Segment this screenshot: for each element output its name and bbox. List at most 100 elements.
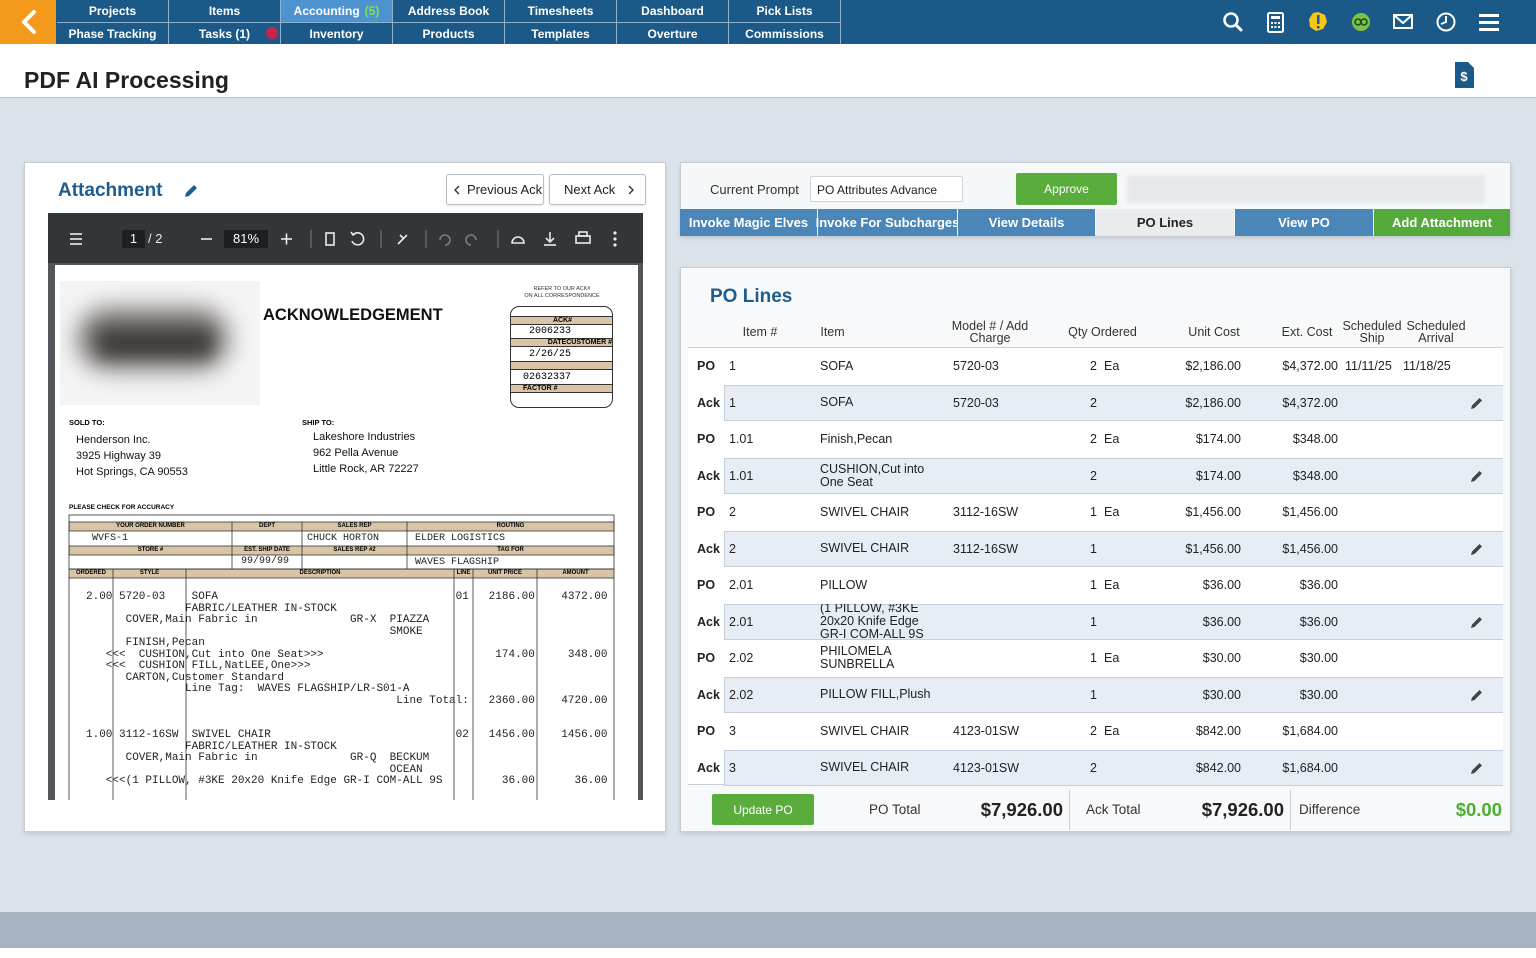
cell-text: SWIVEL CHAIR xyxy=(820,504,910,519)
ack-box: ACK# 2006233 DATECUSTOMER # 2/26/25 02632337… xyxy=(510,306,613,408)
po-line-row: PO 2.02 PHILOMELA SUNBRELLA 1 Ea $30.00 $30.00 xyxy=(688,640,1503,677)
item-header: AMOUNT xyxy=(562,570,589,576)
cell-text: 2 xyxy=(729,505,736,520)
po-total: $7,926.00 xyxy=(980,799,1063,820)
nav-item[interactable]: Tasks (1) xyxy=(169,22,281,44)
type: PO xyxy=(697,421,727,458)
cell-text: PHILOMELA SUNBRELLA xyxy=(820,644,895,672)
tab[interactable]: Invoke For Subcharges xyxy=(816,209,959,236)
nav-item[interactable]: Inventory xyxy=(281,22,393,44)
quickbooks-icon[interactable] xyxy=(1352,13,1370,31)
prompt-select[interactable]: PO Attributes Advance xyxy=(810,176,963,202)
nav-item[interactable]: Timesheets xyxy=(505,0,617,22)
item-header: UNIT PRICE xyxy=(487,570,522,576)
cell-text: $30.00 xyxy=(1202,687,1241,702)
order-header: DEPT xyxy=(258,523,275,529)
tab[interactable]: PO Lines xyxy=(1096,209,1234,236)
cell-text: Ea xyxy=(1104,578,1120,593)
nav-item[interactable]: Address Book xyxy=(393,0,505,22)
tab[interactable]: Add Attachment xyxy=(1374,209,1510,236)
unit-cost: $174.00 xyxy=(1148,458,1241,495)
cell-text: 2.02 xyxy=(729,651,754,666)
cell-text: $36.00 xyxy=(1299,578,1338,593)
column-header-text: Item xyxy=(820,325,845,339)
uom: Ea xyxy=(1104,640,1134,677)
next-button[interactable]: Next Ack xyxy=(549,174,646,205)
nav-item[interactable]: Pick Lists xyxy=(729,0,841,22)
prompt-label: Current Prompt xyxy=(710,182,799,197)
mail-icon[interactable] xyxy=(1393,14,1413,29)
approve-button[interactable]: Approve xyxy=(1016,173,1117,205)
nav-label: Commissions xyxy=(745,26,824,41)
calculator-icon[interactable] xyxy=(1267,12,1284,33)
unit-cost: $174.00 xyxy=(1148,421,1241,458)
nav-item[interactable]: Dashboard xyxy=(617,0,729,22)
cell-text: 5720-03 xyxy=(953,359,999,374)
type: PO xyxy=(697,348,727,385)
update-po-button[interactable]: Update PO xyxy=(712,794,814,825)
attachment-title: Attachment xyxy=(58,180,163,201)
item-header: STYLE xyxy=(139,570,160,576)
difference: $0.00 xyxy=(1455,799,1502,820)
alert-icon[interactable] xyxy=(1309,12,1327,31)
edit-icon[interactable] xyxy=(183,183,199,199)
cell-text: (1 PILLOW, #3KE 20x20 Knife Edge GR-I CO… xyxy=(820,603,924,641)
item: SOFA xyxy=(820,385,945,422)
ext-cost: $36.00 xyxy=(1248,567,1338,604)
prev-button[interactable]: Previous Ack xyxy=(446,174,544,205)
item-no: 2.02 xyxy=(729,677,809,714)
nav-item[interactable]: Commissions xyxy=(729,22,841,44)
search-icon[interactable] xyxy=(1223,12,1243,32)
cell-text: 1 xyxy=(1090,651,1097,666)
nav-item[interactable]: Templates xyxy=(505,22,617,44)
column-header: Unit Cost xyxy=(1178,318,1250,346)
unit-cost: $2,186.00 xyxy=(1148,348,1241,385)
item: SWIVEL CHAIR xyxy=(820,494,945,531)
qty: 2 xyxy=(1058,348,1097,385)
edit-icon[interactable] xyxy=(1470,688,1484,702)
nav-item[interactable]: Accounting (5) xyxy=(281,0,393,22)
cell-text: $174.00 xyxy=(1195,468,1241,483)
unit-cost: $1,456.00 xyxy=(1148,531,1241,568)
cell-text: SWIVEL CHAIR xyxy=(820,760,910,775)
divider xyxy=(1069,790,1070,830)
edit-icon[interactable] xyxy=(1470,469,1484,483)
qty: 1 xyxy=(1058,531,1097,568)
page-count: / 2 xyxy=(148,231,163,246)
edit-icon[interactable] xyxy=(1470,761,1484,775)
tab[interactable]: Invoke Magic Elves xyxy=(680,209,817,236)
edit-icon[interactable] xyxy=(1470,396,1484,410)
item: SWIVEL CHAIR xyxy=(820,713,945,750)
cell-text: $1,456.00 xyxy=(1282,541,1338,556)
blurred-logo xyxy=(60,281,260,405)
order-header: ROUTING xyxy=(496,523,525,529)
address-line: Lakeshore Industries xyxy=(313,431,416,443)
page-edge xyxy=(0,948,1536,958)
po-line-row: Ack 2.01 (1 PILLOW, #3KE 20x20 Knife Edge … xyxy=(688,603,1503,641)
sold-to-label: SOLD TO: xyxy=(69,418,105,427)
nav-item[interactable]: Items xyxy=(169,0,281,22)
edit-icon[interactable] xyxy=(1470,542,1484,556)
nav-item[interactable]: Phase Tracking xyxy=(57,22,169,44)
type: PO xyxy=(697,713,727,750)
cell-text: PILLOW xyxy=(820,577,868,592)
order-value: WAVES FLAGSHIP xyxy=(415,557,500,568)
nav-item[interactable]: Products xyxy=(393,22,505,44)
item: CUSHION,Cut into One Seat xyxy=(820,458,945,495)
menu-icon[interactable] xyxy=(1479,14,1499,31)
clock-icon[interactable] xyxy=(1436,12,1456,32)
tab[interactable]: View Details xyxy=(958,209,1095,236)
item: PILLOW FILL,Plush xyxy=(820,677,945,714)
unit-cost: $842.00 xyxy=(1148,750,1241,787)
order-header: YOUR ORDER NUMBER xyxy=(116,523,185,529)
invoice-icon[interactable]: $ xyxy=(1453,61,1477,89)
back-button[interactable] xyxy=(0,0,56,44)
item-line: 1.00 3112-16SW SWIVEL CHAIR 02 1456.00 1… xyxy=(86,729,608,741)
nav-item[interactable]: Projects xyxy=(57,0,169,22)
ack-label: ACK# xyxy=(552,317,573,324)
item-line: <<<(1 PILLOW, #3KE 20x20 Knife Edge GR-I… xyxy=(86,775,608,787)
cell-text: 1 xyxy=(1090,505,1097,520)
tab[interactable]: View PO xyxy=(1235,209,1373,236)
edit-icon[interactable] xyxy=(1470,615,1484,629)
nav-item[interactable]: Overture xyxy=(617,22,729,44)
